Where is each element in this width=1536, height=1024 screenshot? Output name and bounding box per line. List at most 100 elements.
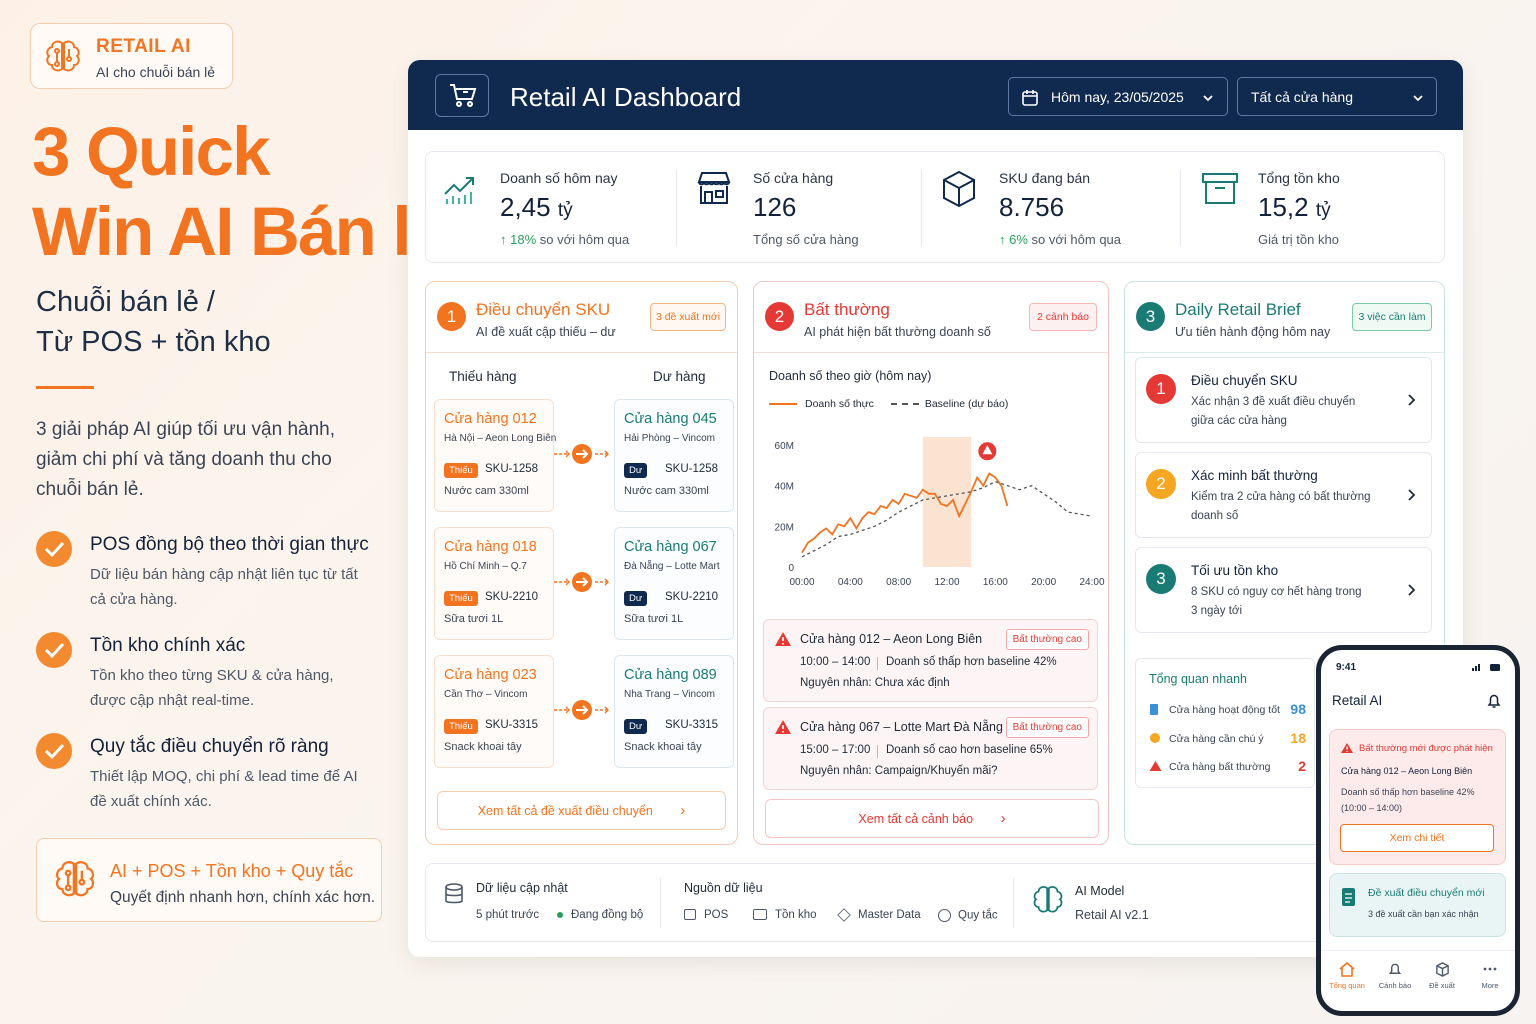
anomaly-card: 2 Bất thường AI phát hiện bất thường doa…: [753, 281, 1109, 845]
card-number: 3: [1136, 302, 1165, 331]
date-select[interactable]: Hôm nay, 23/05/2025: [1008, 77, 1228, 116]
store-icon: [697, 172, 731, 204]
sku-code: SKU-1258: [485, 463, 539, 475]
kpi-note: Tổng số cửa hàng: [753, 232, 859, 247]
trend-up-icon: [444, 177, 474, 204]
ai-model-name: Retail AI v2.1: [1075, 908, 1149, 922]
store-name: Cửa hàng 018: [444, 539, 537, 555]
chevron-right-icon: ›: [680, 802, 686, 819]
card-title: Điều chuyển SKU: [476, 300, 611, 319]
sku-code: SKU-2210: [665, 591, 719, 603]
alert-item[interactable]: Cửa hàng 067 – Lotte Mart Đà Nẵng Bất th…: [763, 707, 1098, 790]
product-name: Sữa tươi 1L: [444, 613, 504, 625]
alert-cause: Nguyên nhân: Campaign/Khuyến mãi?: [800, 765, 998, 777]
hero-subtitle: Chuỗi bán lẻ / Từ POS + tồn kho: [36, 282, 271, 362]
card-number: 2: [765, 302, 794, 331]
phone-new-title: Đề xuất điều chuyển mới: [1368, 887, 1485, 899]
transfer-arrow-icon: [550, 441, 620, 467]
task-number: 1: [1146, 374, 1176, 404]
phone-alert-store: Cửa hàng 012 – Aeon Long Biên: [1341, 766, 1473, 776]
store-address: Hải Phòng – Vincom: [624, 433, 715, 444]
sku-code: SKU-2210: [485, 591, 539, 603]
x-tick-label: 12:00: [934, 577, 959, 588]
kpi-note: ↑ 6% so với hôm qua: [999, 232, 1122, 247]
card-title: Daily Retail Brief: [1175, 300, 1301, 319]
store-address: Cần Thơ – Vincom: [444, 689, 528, 700]
series-line-actual: [801, 472, 1009, 554]
kpi-label: SKU đang bán: [999, 170, 1091, 186]
date-select-value: Hôm nay, 23/05/2025: [1051, 89, 1184, 105]
task-item[interactable]: 1 Điều chuyển SKU Xác nhận 3 đề xuất điề…: [1135, 357, 1432, 443]
task-item[interactable]: 2 Xác minh bất thường Kiểm tra 2 cửa hàn…: [1135, 452, 1432, 538]
kpi-stores: Số cửa hàng 126 Tổng số cửa hàng: [679, 152, 924, 264]
card-badge: 3 đề xuất mới: [650, 303, 726, 331]
shortage-store-card[interactable]: Cửa hàng 018 Hồ Chí Minh – Q.7 Thiếu SKU-22…: [434, 527, 554, 640]
tab-overview[interactable]: Tổng quan: [1327, 962, 1367, 990]
sku-code: SKU-3315: [485, 719, 539, 731]
view-all-transfers-button[interactable]: Xem tất cả đề xuất điều chuyển ›: [437, 791, 726, 830]
task-item[interactable]: 3 Tối ưu tồn kho 8 SKU có nguy cơ hết hà…: [1135, 547, 1432, 633]
hero-line-1: 3 Quick: [32, 113, 270, 190]
ai-model-title: AI Model: [1075, 884, 1125, 898]
brand-badge: RETAIL AI AI cho chuỗi bán lẻ: [30, 23, 233, 89]
shortage-store-card[interactable]: Cửa hàng 012 Hà Nội – Aeon Long Biên Thiếu…: [434, 399, 556, 512]
hero-sub-1: Chuỗi bán lẻ /: [36, 286, 215, 318]
column-header-excess: Dư hàng: [653, 369, 706, 384]
gear-icon: [938, 909, 951, 922]
alert-badge: Bất thường cao: [1005, 629, 1089, 650]
kpi-sku: SKU đang bán 8.756 ↑ 6% so với hôm qua: [925, 152, 1180, 264]
alert-title: Cửa hàng 012 – Aeon Long Biên: [800, 632, 983, 646]
dashboard-title: Retail AI Dashboard: [510, 82, 742, 112]
warning-icon: [775, 632, 791, 646]
hero-sub-2: Từ POS + tồn kho: [36, 326, 271, 358]
card-badge: 3 việc cần làm: [1352, 303, 1432, 331]
x-tick-label: 24:00: [1079, 577, 1104, 588]
chevron-down-icon: [1203, 95, 1213, 102]
combo-banner: AI + POS + Tồn kho + Quy tắc Quyết định …: [36, 838, 382, 922]
store-name: Cửa hàng 012: [444, 411, 537, 427]
dashboard-header: Retail AI Dashboard Hôm nay, 23/05/2025 …: [408, 60, 1463, 130]
calendar-icon: [1022, 90, 1038, 106]
chevron-right-icon: [1408, 489, 1416, 501]
check-icon: [36, 531, 72, 567]
kpi-note: ↑ 18% so với hôm qua: [500, 232, 630, 247]
y-tick-label: 40M: [775, 482, 794, 493]
surplus-store-card[interactable]: Cửa hàng 089 Nha Trang – Vincom Dư SKU-3315…: [614, 655, 734, 768]
card-subtitle: Ưu tiên hành động hôm nay: [1175, 325, 1331, 339]
bell-icon[interactable]: [1487, 693, 1501, 709]
alert-item[interactable]: Cửa hàng 012 – Aeon Long Biên Bất thường…: [763, 619, 1098, 702]
chevron-down-icon: [1413, 95, 1423, 102]
sales-line-chart: 0 20M 40M 60M 00:00 04:00 08:00 12:00 16:00 20:00…: [775, 437, 1105, 588]
store-select[interactable]: Tất cả cửa hàng: [1237, 77, 1437, 116]
surplus-store-card[interactable]: Cửa hàng 045 Hải Phòng – Vincom Dư SKU-1258…: [614, 399, 734, 512]
product-name: Nước cam 330ml: [624, 485, 709, 497]
anomaly-highlight-band: [922, 437, 972, 567]
product-name: Nước cam 330ml: [444, 485, 529, 497]
home-icon: [1339, 962, 1355, 977]
tab-alerts[interactable]: Cảnh báo: [1375, 962, 1415, 990]
alert-marker-glyph: [982, 445, 993, 455]
tab-more[interactable]: More: [1470, 962, 1510, 990]
shortage-store-card[interactable]: Cửa hàng 023 Cần Thơ – Vincom Thiếu SKU-331…: [434, 655, 554, 768]
kpi-value: 2,45 tỷ: [500, 192, 573, 222]
surplus-store-card[interactable]: Cửa hàng 067 Đà Nẵng – Lotte Mart Dư SKU-22…: [614, 527, 734, 640]
store-name: Cửa hàng 089: [624, 667, 717, 683]
store-name: Cửa hàng 023: [444, 667, 537, 683]
document-icon: [1342, 888, 1355, 906]
source-pos: POS: [684, 909, 728, 921]
phone-new-desc: 3 đề xuất cần bạn xác nhận: [1368, 909, 1479, 919]
tab-suggestions[interactable]: Đề xuất: [1422, 962, 1462, 990]
transfer-card: 1 Điều chuyển SKU AI đề xuất cập thiếu –…: [425, 281, 738, 845]
view-all-alerts-button[interactable]: Xem tất cả cảnh báo ›: [765, 799, 1099, 838]
hero-lead: 3 giải pháp AI giúp tối ưu vận hành, giả…: [36, 419, 335, 500]
cart-icon[interactable]: [435, 74, 489, 117]
brain-icon: [42, 37, 84, 79]
view-detail-button[interactable]: Xem chi tiết: [1340, 824, 1494, 852]
x-tick-label: 16:00: [983, 577, 1008, 588]
phone-new-transfer[interactable]: Đề xuất điều chuyển mới 3 đề xuất cần bạ…: [1329, 873, 1506, 937]
bell-icon: [1388, 963, 1402, 974]
status-footer: Dữ liệu cập nhật 5 phút trước Đang đồng …: [425, 863, 1445, 942]
y-tick-label: 20M: [775, 522, 794, 533]
kpi-label: Doanh số hôm nay: [500, 170, 618, 186]
phone-alert-desc: Doanh số thấp hơn baseline 42% (10:00 – …: [1341, 787, 1475, 813]
